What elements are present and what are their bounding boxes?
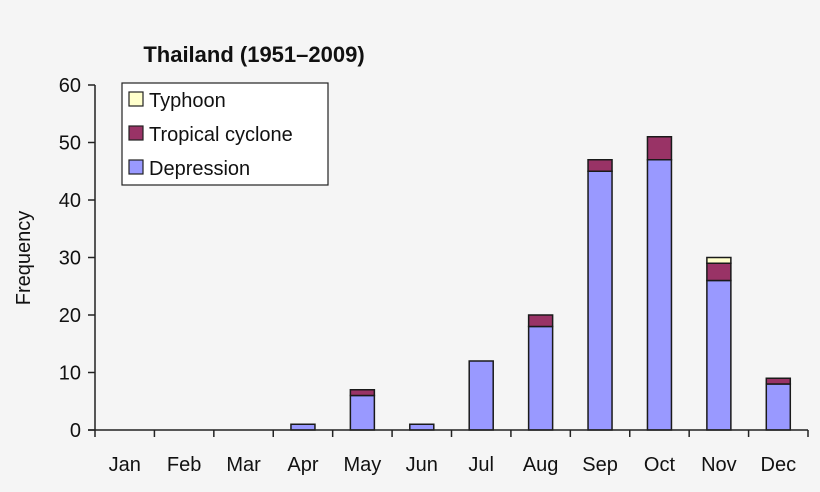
bar-stack-apr <box>290 423 316 431</box>
y-tick-label: 0 <box>70 420 81 442</box>
x-tick-label: Feb <box>167 454 201 476</box>
bar-stack-jul <box>468 360 494 431</box>
bar-segment-depression <box>349 394 376 431</box>
bar-segment-tropical-cyclone <box>706 262 732 282</box>
y-axis: 0 10 20 30 40 50 60 <box>59 75 96 442</box>
y-tick-label: 60 <box>59 75 81 97</box>
legend-label: Typhoon <box>149 90 226 112</box>
x-tick-label: Oct <box>644 454 676 476</box>
bar-segment-tropical-cyclone <box>765 377 792 385</box>
x-tick-label: Jul <box>468 454 494 476</box>
bar-stack-sep <box>587 159 613 431</box>
legend-box <box>121 82 329 186</box>
bar-segment-tropical-cyclone <box>587 159 613 172</box>
y-tick-label: 40 <box>59 190 81 212</box>
legend-swatch-depression <box>128 159 144 175</box>
bar-stack-aug <box>527 314 554 431</box>
x-axis: Jan Feb Mar Apr May Jun Jul Aug Sep Oct Nov Dec <box>88 429 809 476</box>
bar-stack-oct <box>646 136 673 431</box>
bar-stack-jun <box>409 423 435 431</box>
x-tick-label: Apr <box>287 454 318 476</box>
x-tick-label: Jan <box>109 454 141 476</box>
bar-stack-nov <box>706 256 732 431</box>
bar-stack-dec <box>765 377 792 431</box>
legend-swatch-tropical-cyclone <box>128 125 144 141</box>
bars-group <box>290 136 792 431</box>
x-tick-label: Mar <box>226 454 261 476</box>
x-tick-label: Aug <box>523 454 559 476</box>
chart-title: Thailand (1951–2009) <box>143 42 364 67</box>
bar-segment-tropical-cyclone <box>527 314 554 328</box>
bar-segment-typhoon <box>706 256 732 264</box>
x-tick-label: May <box>343 454 381 476</box>
x-tick-label: Jun <box>406 454 438 476</box>
bar-segment-depression <box>409 423 435 431</box>
x-tick-label: Dec <box>761 454 797 476</box>
bar-segment-depression <box>527 325 554 431</box>
legend-label: Tropical cyclone <box>149 124 293 146</box>
bar-segment-depression <box>468 360 494 431</box>
x-tick-label: Sep <box>582 454 618 476</box>
bar-segment-depression <box>587 170 613 431</box>
bar-segment-tropical-cyclone <box>349 389 376 397</box>
bar-segment-tropical-cyclone <box>646 136 673 161</box>
y-tick-label: 20 <box>59 305 81 327</box>
bar-segment-depression <box>765 383 792 431</box>
legend-label: Depression <box>149 158 250 180</box>
bar-stack-may <box>349 389 376 431</box>
y-tick-label: 50 <box>59 133 81 155</box>
y-axis-label: Frequency <box>13 211 35 306</box>
legend-swatch-typhoon <box>128 91 144 107</box>
y-tick-label: 10 <box>59 363 81 385</box>
bar-segment-depression <box>706 279 732 431</box>
bar-segment-depression <box>290 423 316 431</box>
bar-segment-depression <box>646 159 673 431</box>
y-tick-label: 30 <box>59 248 81 270</box>
x-tick-label: Nov <box>701 454 737 476</box>
legend: Typhoon Tropical cyclone Depression <box>121 82 329 186</box>
